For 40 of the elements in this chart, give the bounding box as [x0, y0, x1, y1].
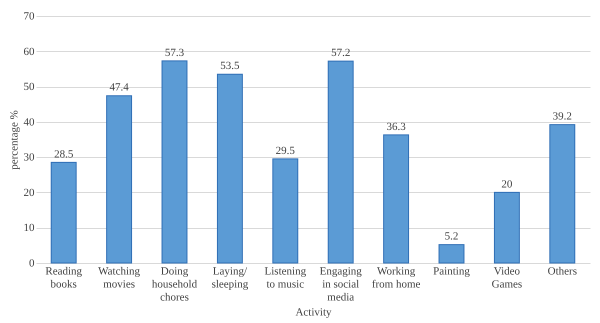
data-label: 53.5 — [220, 60, 240, 72]
bar — [272, 158, 298, 264]
x-tick-label: Doing household chores — [152, 266, 198, 304]
data-label: 28.5 — [54, 148, 74, 160]
data-label: 57.3 — [164, 46, 185, 59]
data-label: 20 — [501, 178, 513, 190]
y-tick-label: 50 — [24, 81, 35, 94]
data-label: 29.5 — [276, 144, 296, 157]
y-tick-label: 20 — [24, 186, 35, 199]
bar — [162, 60, 188, 264]
data-label: 36.3 — [386, 120, 406, 133]
data-label: 39.2 — [552, 110, 572, 123]
x-tick-label: Watching movies — [98, 266, 141, 290]
x-tick-label: Reading books — [45, 266, 83, 290]
bar — [106, 95, 132, 264]
bar — [383, 134, 410, 264]
x-tick-label: Laying/ sleeping — [212, 266, 249, 290]
x-tick-label: Others — [548, 266, 577, 278]
y-tick-label: 30 — [24, 152, 35, 164]
x-tick-label: Painting — [433, 266, 470, 278]
x-tick-label: Working from home — [372, 266, 420, 290]
bar — [549, 124, 576, 264]
y-axis-title: percentage % — [8, 110, 20, 170]
data-label: 57.2 — [331, 47, 350, 60]
y-tick-label: 10 — [24, 222, 35, 234]
x-tick-label: Engaging in social media — [320, 266, 362, 304]
bar — [494, 192, 520, 264]
x-tick-label: Video Games — [492, 266, 522, 290]
x-tick-label: Listening to music — [264, 266, 307, 290]
x-axis-title: Activity — [295, 306, 332, 318]
y-tick-label: 60 — [24, 46, 35, 58]
bar — [50, 162, 77, 264]
data-label: 47.4 — [109, 82, 130, 94]
bar — [438, 244, 464, 264]
bar — [328, 60, 354, 264]
y-tick-label: 70 — [24, 10, 35, 22]
y-tick-label: 0 — [29, 258, 35, 270]
bar — [216, 74, 243, 264]
data-label: 5.2 — [444, 230, 458, 243]
y-tick-label: 40 — [24, 116, 35, 128]
